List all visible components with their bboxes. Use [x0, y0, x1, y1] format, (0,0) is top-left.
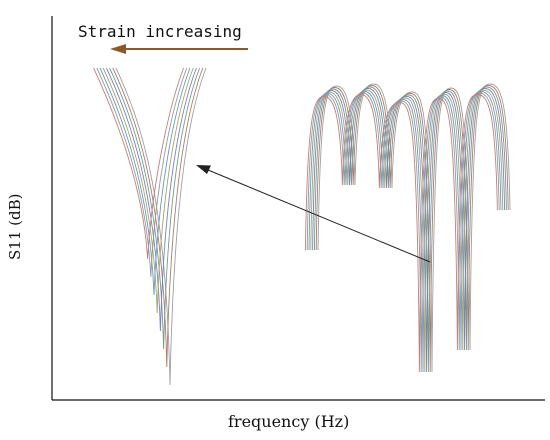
right-lobe-curve-6 [308, 91, 502, 373]
left-dip-curve-2 [112, 67, 204, 368]
right-lobe-curve-7 [306, 92, 500, 373]
x-axis-label: frequency (Hz) [228, 412, 350, 431]
left-dip-curve-4 [105, 67, 197, 332]
left-dip-curve-1 [115, 67, 207, 386]
pointer-arrow [196, 165, 431, 263]
left-dip-curve-5 [102, 67, 194, 314]
y-axis-label: S11 (dB) [6, 193, 24, 260]
right-lobe-curve-2 [315, 85, 509, 373]
annotation-arrow [110, 44, 248, 54]
left-dip-curve-8 [93, 67, 185, 260]
s11-curves [93, 67, 511, 386]
left-dip-curve-3 [109, 67, 201, 350]
right-lobe-curve-3 [313, 86, 507, 373]
right-lobe-curve-8 [304, 94, 498, 373]
left-dip-curve-7 [96, 67, 188, 278]
strain-annotation: Strain increasing [78, 22, 242, 41]
left-dip-curve-6 [99, 67, 191, 296]
